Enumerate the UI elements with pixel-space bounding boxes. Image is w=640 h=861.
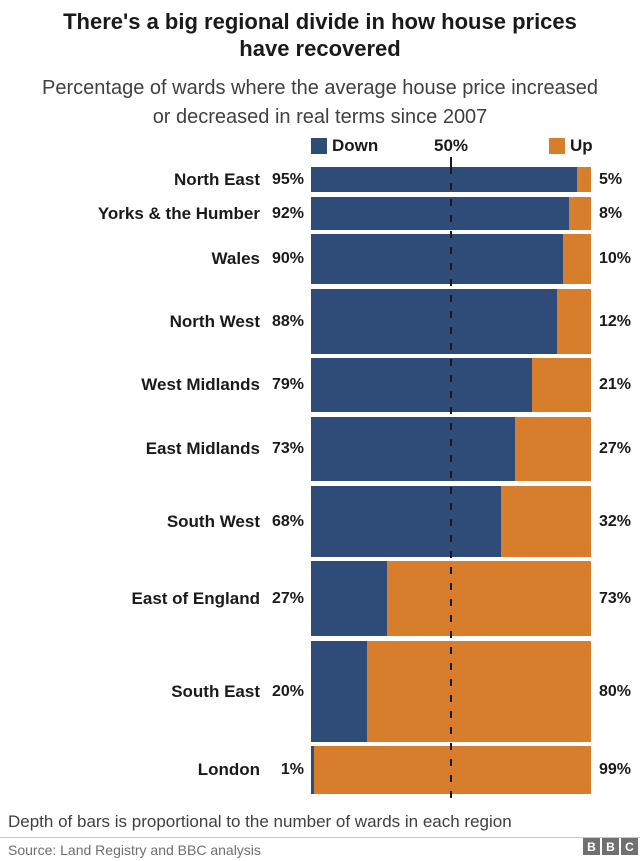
legend-down-swatch-icon xyxy=(311,138,327,154)
down-value-label: 20% xyxy=(260,683,304,701)
bar-row: London1% 99% xyxy=(0,746,640,794)
bar-up-segment xyxy=(532,358,591,412)
bar-row: East Midlands73% 27% xyxy=(0,417,640,481)
bar-down-segment xyxy=(311,641,367,742)
bar-down-segment xyxy=(311,289,557,354)
bar-up-segment xyxy=(314,746,591,794)
bar-up-segment xyxy=(367,641,591,742)
up-value-label: 5% xyxy=(599,171,640,189)
bar-down-segment xyxy=(311,197,569,230)
down-value-label: 1% xyxy=(260,761,304,779)
bar-up-segment xyxy=(557,289,591,354)
up-value-label: 21% xyxy=(599,376,640,394)
fifty-percent-tick xyxy=(450,157,452,167)
down-value-label: 68% xyxy=(260,513,304,531)
region-label: East of England xyxy=(0,589,260,609)
region-label: North West xyxy=(0,312,260,332)
region-label: Yorks & the Humber xyxy=(0,204,260,224)
bbc-logo: BBC xyxy=(583,838,638,855)
bar-up-segment xyxy=(577,167,591,192)
bar-up-segment xyxy=(563,234,591,284)
fifty-percent-dashed-line xyxy=(450,167,452,803)
legend-down-label: Down xyxy=(332,136,378,156)
bbc-logo-letter: C xyxy=(621,838,638,855)
down-value-label: 92% xyxy=(260,205,304,223)
bar-row: West Midlands79% 21% xyxy=(0,358,640,412)
up-value-label: 73% xyxy=(599,590,640,608)
bar-up-segment xyxy=(387,561,591,636)
bar-row: South West68% 32% xyxy=(0,486,640,557)
region-label: South West xyxy=(0,512,260,532)
bar-row: Wales90% 10% xyxy=(0,234,640,284)
bar-row: North West88% 12% xyxy=(0,289,640,354)
legend-up-label: Up xyxy=(570,136,593,156)
bar-row: East of England27% 73% xyxy=(0,561,640,636)
chart-subtitle: Percentage of wards where the average ho… xyxy=(0,74,640,132)
region-label: West Midlands xyxy=(0,375,260,395)
bbc-logo-letter: B xyxy=(583,838,600,855)
bar-down-segment xyxy=(311,417,515,481)
down-value-label: 90% xyxy=(260,250,304,268)
footer-divider xyxy=(0,837,640,838)
up-value-label: 8% xyxy=(599,205,640,223)
bar-down-segment xyxy=(311,486,501,557)
region-label: East Midlands xyxy=(0,439,260,459)
subtitle-line-1: Percentage of wards where the average ho… xyxy=(42,77,598,99)
bbc-house-price-chart: There's a big regional divide in how hou… xyxy=(0,0,640,861)
up-value-label: 32% xyxy=(599,513,640,531)
source-text: Source: Land Registry and BBC analysis xyxy=(8,842,261,858)
region-label: London xyxy=(0,760,260,780)
legend-fifty-percent-label: 50% xyxy=(411,136,491,156)
bar-row: North East95% 5% xyxy=(0,167,640,192)
bar-down-segment xyxy=(311,234,563,284)
legend-up-swatch-icon xyxy=(549,138,565,154)
title-line-2: have recovered xyxy=(239,36,400,61)
bar-row: Yorks & the Humber92% 8% xyxy=(0,197,640,230)
title-line-1: There's a big regional divide in how hou… xyxy=(63,9,577,34)
up-value-label: 12% xyxy=(599,313,640,331)
bar-up-segment xyxy=(569,197,591,230)
up-value-label: 27% xyxy=(599,440,640,458)
bar-down-segment xyxy=(311,561,387,636)
region-label: Wales xyxy=(0,249,260,269)
bar-up-segment xyxy=(515,417,591,481)
up-value-label: 10% xyxy=(599,250,640,268)
bar-up-segment xyxy=(501,486,591,557)
bar-down-segment xyxy=(311,358,532,412)
bar-down-segment xyxy=(311,167,577,192)
up-value-label: 99% xyxy=(599,761,640,779)
down-value-label: 73% xyxy=(260,440,304,458)
subtitle-line-2: or decreased in real terms since 2007 xyxy=(153,106,488,128)
up-value-label: 80% xyxy=(599,683,640,701)
chart-footnote: Depth of bars is proportional to the num… xyxy=(8,812,628,832)
bar-row: South East20% 80% xyxy=(0,641,640,742)
down-value-label: 95% xyxy=(260,171,304,189)
region-label: North East xyxy=(0,170,260,190)
down-value-label: 27% xyxy=(260,590,304,608)
region-label: South East xyxy=(0,682,260,702)
page-title: There's a big regional divide in how hou… xyxy=(0,8,640,62)
down-value-label: 79% xyxy=(260,376,304,394)
bbc-logo-letter: B xyxy=(602,838,619,855)
down-value-label: 88% xyxy=(260,313,304,331)
